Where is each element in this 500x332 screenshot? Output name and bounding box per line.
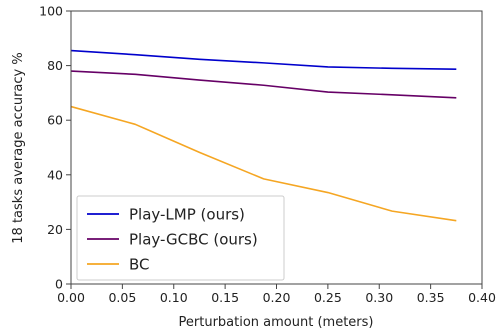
x-tick-label: 0.00 [57,290,85,305]
series-line-bc [70,105,457,222]
x-tick-label: 0.15 [211,290,239,305]
x-tick-label: 0.20 [263,290,291,305]
legend: Play-LMP (ours) Play-GCBC (ours) BC [76,195,285,281]
x-tick-label: 0.05 [108,290,136,305]
x-tick-label: 0.25 [314,290,342,305]
y-tick-label: 20 [47,222,63,237]
y-tick-label: 40 [47,167,63,182]
legend-box [76,195,285,281]
axes: 0.00 0.05 0.10 0.15 0.20 0.25 0.30 0.35 0.40 0 20 4… [39,4,496,306]
y-tick-label: 100 [39,4,63,19]
legend-label: Play-GCBC (ours) [129,231,258,249]
x-tick-label: 0.10 [160,290,188,305]
series-line-play-lmp-ours [70,49,457,70]
y-axis-label: 18 tasks average accuracy % [11,52,26,243]
x-axis-label: Perturbation amount (meters) [179,315,374,330]
series-line-play-gcbc-ours [70,70,457,99]
y-tick-label: 0 [55,277,63,292]
x-tick-label: 0.35 [417,290,445,305]
x-tick-label: 0.40 [468,290,496,305]
legend-label: BC [129,256,150,274]
y-tick-label: 80 [47,58,63,73]
plot-area [70,49,457,222]
legend-label: Play-LMP (ours) [129,206,245,224]
y-tick-label: 60 [47,113,63,128]
x-tick-label: 0.30 [365,290,393,305]
